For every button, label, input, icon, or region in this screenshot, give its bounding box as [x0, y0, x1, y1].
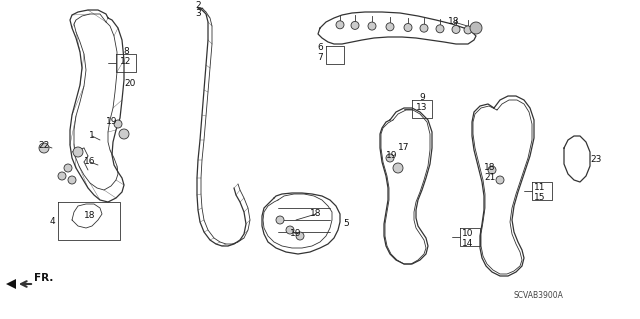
Circle shape — [276, 216, 284, 224]
Text: 18: 18 — [84, 211, 96, 220]
Text: 2: 2 — [195, 1, 201, 10]
Text: 17: 17 — [398, 144, 410, 152]
Circle shape — [286, 226, 294, 234]
Circle shape — [351, 21, 359, 29]
Text: 20: 20 — [124, 79, 136, 88]
Circle shape — [470, 22, 482, 34]
Circle shape — [58, 172, 66, 180]
Circle shape — [420, 24, 428, 32]
Text: 3: 3 — [195, 9, 201, 18]
Circle shape — [452, 26, 460, 33]
Circle shape — [73, 147, 83, 157]
Text: 18: 18 — [448, 18, 460, 26]
Text: 18: 18 — [484, 164, 496, 173]
Text: 8: 8 — [123, 48, 129, 56]
Text: 22: 22 — [38, 140, 50, 150]
Circle shape — [386, 154, 394, 162]
Text: 14: 14 — [462, 239, 474, 248]
Text: 5: 5 — [343, 219, 349, 228]
Text: 10: 10 — [462, 229, 474, 239]
Circle shape — [336, 21, 344, 29]
Text: 19: 19 — [106, 117, 118, 127]
Text: 7: 7 — [317, 53, 323, 62]
Circle shape — [64, 164, 72, 172]
Circle shape — [464, 26, 472, 34]
Circle shape — [39, 143, 49, 153]
Text: 12: 12 — [120, 56, 132, 65]
Text: 23: 23 — [590, 155, 602, 165]
Circle shape — [496, 176, 504, 184]
Circle shape — [114, 120, 122, 128]
Text: 13: 13 — [416, 102, 428, 112]
Text: 4: 4 — [49, 218, 55, 226]
Text: 19: 19 — [387, 152, 397, 160]
Circle shape — [393, 163, 403, 173]
Text: 6: 6 — [317, 43, 323, 53]
Circle shape — [68, 176, 76, 184]
Text: 18: 18 — [310, 210, 322, 219]
Text: SCVAB3900A: SCVAB3900A — [513, 292, 563, 300]
Text: FR.: FR. — [35, 273, 54, 283]
Text: 9: 9 — [419, 93, 425, 102]
Circle shape — [488, 166, 496, 174]
Circle shape — [404, 24, 412, 32]
Text: 1: 1 — [89, 131, 95, 140]
Circle shape — [296, 232, 304, 240]
Polygon shape — [6, 279, 16, 289]
Text: 19: 19 — [291, 229, 301, 239]
Text: 11: 11 — [534, 183, 546, 192]
Circle shape — [368, 22, 376, 30]
Text: 15: 15 — [534, 192, 546, 202]
Circle shape — [386, 23, 394, 31]
Text: 16: 16 — [84, 158, 96, 167]
Circle shape — [119, 129, 129, 139]
Circle shape — [436, 25, 444, 33]
Text: 21: 21 — [484, 173, 496, 182]
